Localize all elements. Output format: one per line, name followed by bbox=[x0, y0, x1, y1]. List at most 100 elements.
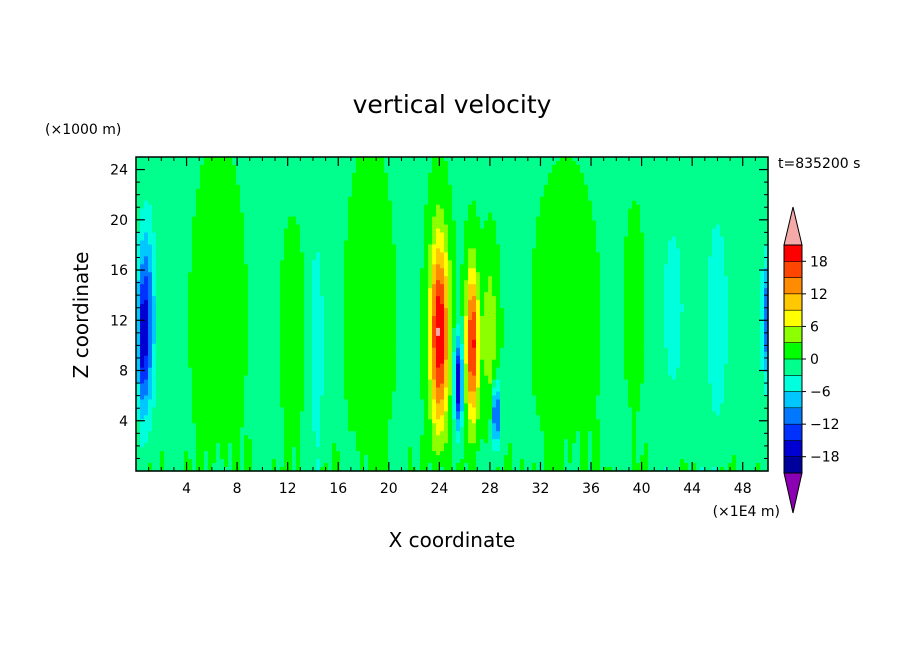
heatmap-cell bbox=[752, 216, 757, 222]
heatmap-cell bbox=[188, 228, 193, 234]
heatmap-cell bbox=[620, 276, 625, 281]
heatmap-cell bbox=[404, 240, 409, 246]
heatmap-cell bbox=[608, 268, 613, 273]
heatmap-cell bbox=[308, 200, 313, 206]
heatmap-cell bbox=[240, 260, 245, 265]
heatmap-cell bbox=[660, 256, 665, 261]
heatmap-cell bbox=[296, 204, 301, 210]
heatmap-cell bbox=[592, 244, 597, 250]
heatmap-cell bbox=[616, 180, 621, 186]
heatmap-cell bbox=[468, 228, 473, 234]
heatmap-cell bbox=[504, 224, 509, 230]
heatmap-cell bbox=[640, 157, 645, 162]
heatmap-cell bbox=[504, 196, 509, 202]
heatmap-cell bbox=[536, 252, 541, 257]
heatmap-cell bbox=[156, 157, 161, 162]
heatmap-cell bbox=[236, 212, 241, 218]
heatmap-cell bbox=[316, 228, 321, 234]
heatmap-cell bbox=[528, 268, 533, 273]
heatmap-cell bbox=[660, 272, 665, 277]
heatmap-cell bbox=[556, 200, 561, 206]
heatmap-cell bbox=[576, 228, 581, 234]
heatmap-cell bbox=[484, 264, 489, 269]
heatmap-cell bbox=[756, 184, 761, 190]
heatmap-cell bbox=[500, 276, 505, 281]
heatmap-cell bbox=[276, 268, 281, 273]
heatmap-cell bbox=[392, 272, 397, 277]
heatmap-cell bbox=[184, 164, 189, 170]
heatmap-cell bbox=[444, 232, 449, 238]
heatmap-cell bbox=[560, 268, 565, 273]
heatmap-cell bbox=[288, 220, 293, 226]
heatmap-cell bbox=[348, 244, 353, 250]
heatmap-cell bbox=[276, 260, 281, 265]
heatmap-cell bbox=[588, 224, 593, 230]
heatmap-cell bbox=[276, 168, 281, 174]
heatmap-cell bbox=[192, 236, 197, 242]
heatmap-cell bbox=[672, 268, 677, 273]
heatmap-cell bbox=[396, 204, 401, 210]
heatmap-cell bbox=[600, 268, 605, 273]
heatmap-cell bbox=[424, 192, 429, 198]
heatmap-cell bbox=[588, 180, 593, 186]
heatmap-cell bbox=[236, 240, 241, 246]
heatmap-cell bbox=[760, 224, 765, 230]
heatmap-cell bbox=[708, 188, 713, 194]
heatmap-cell bbox=[224, 204, 229, 210]
heatmap-cell bbox=[360, 160, 365, 166]
heatmap-cell bbox=[456, 256, 461, 261]
heatmap-cell bbox=[496, 228, 501, 234]
heatmap-cell bbox=[320, 236, 325, 242]
heatmap-cell bbox=[324, 240, 329, 246]
heatmap-cell bbox=[500, 236, 505, 242]
heatmap-cell bbox=[248, 192, 253, 198]
heatmap-cell bbox=[520, 268, 525, 273]
heatmap-cell bbox=[528, 276, 533, 281]
heatmap-cell bbox=[728, 176, 733, 182]
heatmap-cell bbox=[212, 252, 217, 257]
heatmap-cell bbox=[564, 228, 569, 234]
heatmap-cell bbox=[172, 236, 177, 242]
heatmap-cell bbox=[552, 164, 557, 170]
heatmap-cell bbox=[340, 228, 345, 234]
heatmap-cell bbox=[332, 157, 337, 162]
heatmap-cell bbox=[292, 272, 297, 277]
heatmap-cell bbox=[756, 268, 761, 273]
heatmap-cell bbox=[284, 168, 289, 174]
heatmap-cell bbox=[580, 160, 585, 166]
heatmap-cell bbox=[288, 236, 293, 242]
heatmap-cell bbox=[524, 164, 529, 170]
heatmap-cell bbox=[580, 176, 585, 182]
heatmap-cell bbox=[700, 256, 705, 261]
heatmap-cell bbox=[676, 216, 681, 222]
heatmap-cell bbox=[288, 244, 293, 250]
heatmap-cell bbox=[600, 180, 605, 186]
heatmap-cell bbox=[216, 216, 221, 222]
heatmap-cell bbox=[720, 232, 725, 238]
heatmap-cell bbox=[508, 204, 513, 210]
heatmap-cell bbox=[712, 260, 717, 265]
heatmap-cell bbox=[460, 260, 465, 265]
heatmap-cell bbox=[632, 176, 637, 182]
heatmap-cell bbox=[664, 272, 669, 277]
heatmap-cell bbox=[236, 192, 241, 198]
heatmap-cell bbox=[488, 204, 493, 210]
heatmap-cell bbox=[360, 236, 365, 242]
heatmap-cell bbox=[664, 216, 669, 222]
heatmap-cell bbox=[212, 272, 217, 277]
heatmap-cell bbox=[656, 176, 661, 182]
heatmap-cell bbox=[736, 208, 741, 214]
heatmap-cell bbox=[620, 252, 625, 257]
heatmap-cell bbox=[624, 240, 629, 246]
heatmap-cell bbox=[424, 252, 429, 257]
heatmap-cell bbox=[504, 184, 509, 190]
heatmap-cell bbox=[332, 260, 337, 265]
heatmap-cell bbox=[716, 244, 721, 250]
heatmap-cell bbox=[252, 256, 257, 261]
heatmap-cell bbox=[540, 228, 545, 234]
heatmap-cell bbox=[172, 272, 177, 277]
heatmap-cell bbox=[460, 232, 465, 238]
heatmap-cell bbox=[740, 276, 745, 281]
heatmap-cell bbox=[528, 172, 533, 178]
heatmap-cell bbox=[436, 172, 441, 178]
